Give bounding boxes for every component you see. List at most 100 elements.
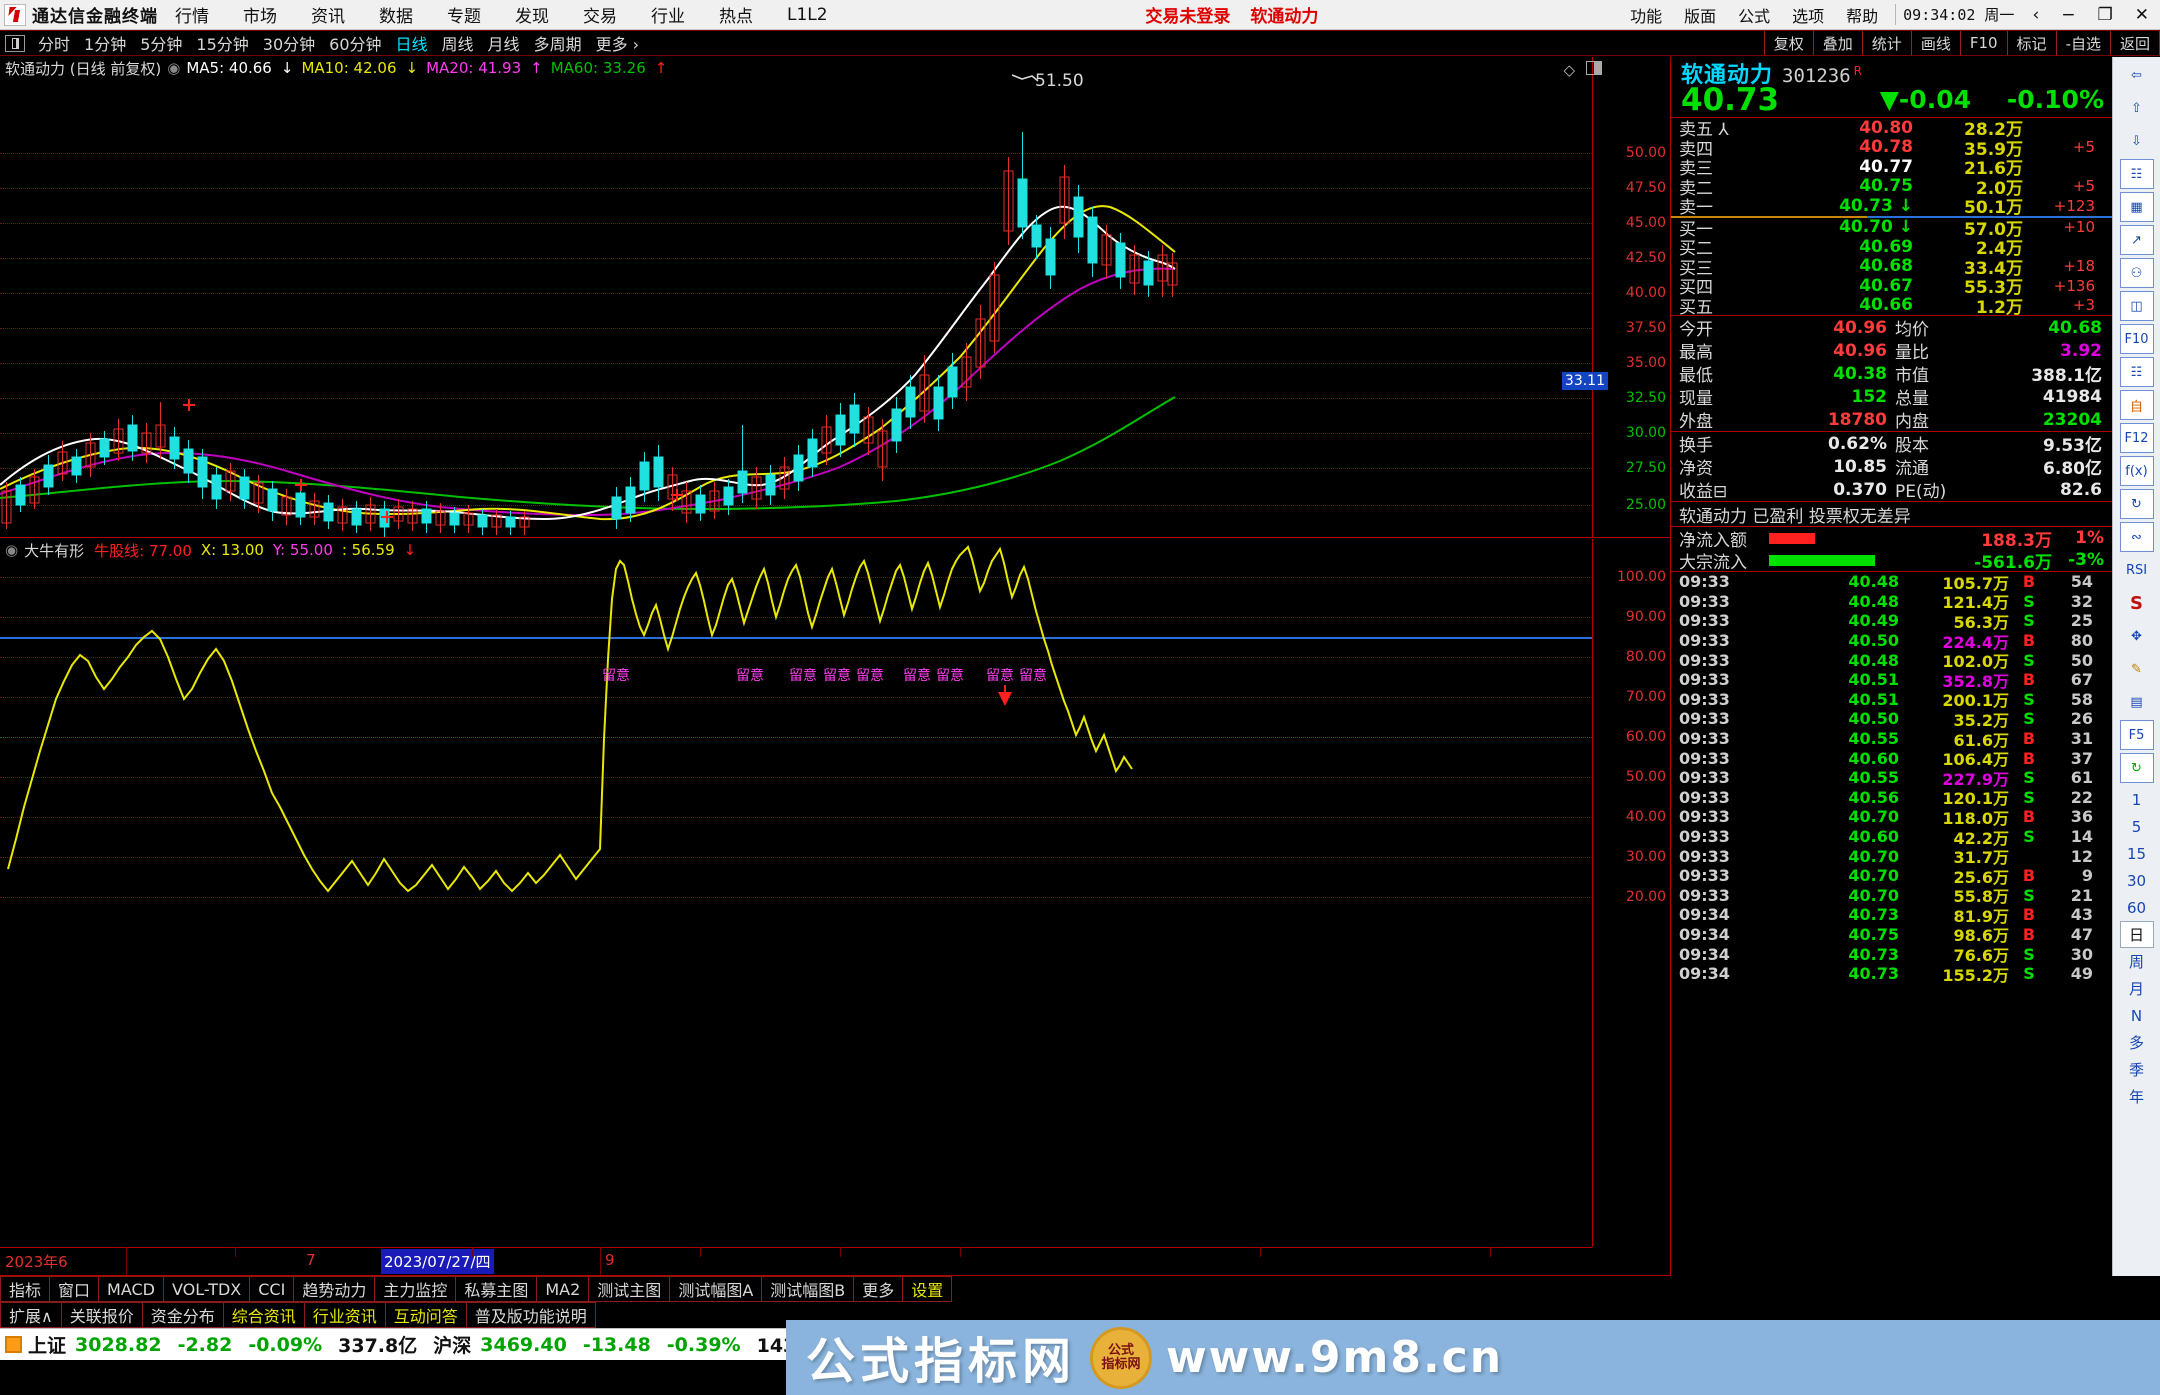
tick-row[interactable]: 09:33 40.70 55.8万 S 21 — [1671, 886, 2112, 907]
tick-row[interactable]: 09:34 40.73 81.9万 B 43 — [1671, 905, 2112, 926]
down-arrow-icon[interactable]: ⇩ — [2131, 133, 2142, 149]
menu-item-6[interactable]: 交易 — [583, 7, 617, 27]
rail-period-多[interactable]: 多 — [2128, 1034, 2144, 1052]
toolbar-btn-更多[interactable]: 更多 — [854, 1276, 904, 1302]
menu-item-7[interactable]: 行业 — [651, 7, 685, 27]
stock-shortcut[interactable]: 软通动力 — [1250, 7, 1319, 27]
toolbar-btn-行业资讯[interactable]: 行业资讯 — [304, 1302, 386, 1328]
toolbar-btn-扩展∧[interactable]: 扩展∧ — [0, 1302, 62, 1328]
tick-row[interactable]: 09:33 40.55 227.9万 S 61 — [1671, 768, 2112, 789]
menu-right-3[interactable]: 选项 — [1792, 6, 1825, 26]
move-icon[interactable]: ✥ — [2131, 628, 2142, 644]
up-arrow-icon[interactable]: ⇧ — [2131, 100, 2142, 116]
btn-fuquan[interactable]: 复权 — [1763, 31, 1813, 55]
menu-item-3[interactable]: 数据 — [379, 7, 413, 27]
rail-period-月[interactable]: 月 — [2128, 980, 2144, 998]
rail-period-60[interactable]: 60 — [2126, 898, 2147, 917]
menu-item-2[interactable]: 资讯 — [311, 7, 345, 27]
tick-row[interactable]: 09:33 40.49 56.3万 S 25 — [1671, 611, 2112, 632]
tick-row[interactable]: 09:33 40.56 120.1万 S 22 — [1671, 788, 2112, 809]
toolbar-btn-主力监控[interactable]: 主力监控 — [375, 1276, 457, 1302]
toolbar-btn-资金分布[interactable]: 资金分布 — [142, 1302, 224, 1328]
btn-f10[interactable]: F10 — [1959, 31, 2007, 55]
rail-period-日[interactable]: 日 — [2119, 921, 2154, 948]
rail-period-15[interactable]: 15 — [2126, 844, 2147, 863]
multi-window-icon[interactable]: ◫ — [2119, 291, 2154, 321]
toolbar-btn-VOL-TDX[interactable]: VOL-TDX — [164, 1276, 251, 1302]
auto-icon[interactable]: 自 — [2119, 390, 2154, 420]
window-minimize-icon[interactable]: − — [2061, 4, 2076, 25]
trend-line-icon[interactable]: ↗ — [2119, 225, 2154, 255]
f12-icon[interactable]: F12 — [2119, 423, 2154, 453]
period-multi[interactable]: 多周期 — [533, 35, 582, 54]
tick-row[interactable]: 09:33 40.60 42.2万 S 14 — [1671, 827, 2112, 848]
tick-row[interactable]: 09:33 40.55 61.6万 B 31 — [1671, 729, 2112, 750]
grid-icon[interactable]: ▤ — [2130, 694, 2143, 710]
btn-diejia[interactable]: 叠加 — [1812, 31, 1862, 55]
period-60min[interactable]: 60分钟 — [329, 35, 382, 54]
period-daily[interactable]: 日线 — [395, 35, 428, 54]
toolbar-btn-私募主图[interactable]: 私募主图 — [456, 1276, 538, 1302]
tick-row[interactable]: 09:33 40.48 121.4万 S 32 — [1671, 592, 2112, 613]
chevron-down-icon[interactable]: ◉ — [167, 59, 181, 77]
btn-huaxian[interactable]: 画线 — [1910, 31, 1960, 55]
tick-row[interactable]: 09:33 40.70 118.0万 B 36 — [1671, 807, 2112, 828]
formula-icon[interactable]: f(x) — [2119, 456, 2154, 486]
dual-chart-icon[interactable]: ∾ — [2119, 522, 2154, 552]
window-back-icon[interactable]: ‹ — [2032, 4, 2040, 25]
tick-row[interactable]: 09:33 40.51 200.1万 S 58 — [1671, 690, 2112, 711]
tick-row[interactable]: 09:33 40.50 35.2万 S 26 — [1671, 709, 2112, 730]
tick-row[interactable]: 09:33 40.70 31.7万 12 — [1671, 846, 2112, 868]
tick-row[interactable]: 09:33 40.50 224.4万 B 80 — [1671, 631, 2112, 652]
toolbar-btn-CCI[interactable]: CCI — [250, 1276, 295, 1302]
btn-zixuan[interactable]: -自选 — [2055, 31, 2110, 55]
bid-book[interactable]: 买一 40.70 ↓ 57.0万 +10 买二 40.69 2.4万 买三 40.68 33.… — [1671, 217, 2112, 318]
candles-icon[interactable]: ⚇ — [2119, 258, 2154, 288]
toolbar-btn-普及版功能说明[interactable]: 普及版功能说明 — [466, 1302, 596, 1328]
back-arrow-icon[interactable]: ⇦ — [2131, 67, 2142, 83]
period-monthly[interactable]: 月线 — [487, 35, 520, 54]
login-status[interactable]: 交易未登录 — [1145, 7, 1231, 27]
ask-book[interactable]: 卖五 ⅄ 40.80 28.2万 卖四 40.78 35.9万 +5 卖三 40.77 21.… — [1671, 118, 2112, 219]
toolbar-btn-测试主图[interactable]: 测试主图 — [589, 1276, 671, 1302]
menu-item-9[interactable]: L1L2 — [787, 4, 828, 25]
rail-period-年[interactable]: 年 — [2128, 1088, 2144, 1106]
btn-biaoji[interactable]: 标记 — [2006, 31, 2056, 55]
tree-view-icon[interactable]: ☷ — [2119, 357, 2154, 387]
period-30min[interactable]: 30分钟 — [262, 35, 316, 54]
period-more[interactable]: 更多 › — [595, 35, 640, 54]
tick-row[interactable]: 09:33 40.48 102.0万 S 50 — [1671, 650, 2112, 672]
btn-fanhui[interactable]: 返回 — [2109, 31, 2160, 55]
indicator-toolbar-row1[interactable]: 指标 窗口 MACD VOL-TDX CCI 趋势动力 主力监控 私募主图 MA2 测试主图 测试幅… — [0, 1276, 2160, 1302]
rail-period-季[interactable]: 季 — [2128, 1061, 2144, 1079]
period-5min[interactable]: 5分钟 — [140, 35, 183, 54]
menu-item-0[interactable]: 行情 — [175, 7, 209, 27]
menu-item-8[interactable]: 热点 — [719, 7, 753, 27]
status-tile-icon[interactable] — [5, 1336, 22, 1353]
tick-row[interactable]: 09:33 40.48 105.7万 B 54 — [1671, 572, 2112, 593]
toolbar-btn-综合资讯[interactable]: 综合资讯 — [223, 1302, 305, 1328]
indicator-chart[interactable]: ◉ 大牛有形 牛股线: 77.00 X: 13.00 Y: 55.00 : 56… — [0, 539, 1670, 1247]
rail-period-30[interactable]: 30 — [2126, 871, 2147, 890]
toolbar-btn-设置[interactable]: 设置 — [903, 1276, 953, 1302]
layout-toggle-icon[interactable] — [5, 34, 25, 52]
sync-icon[interactable]: ↻ — [2119, 753, 2154, 783]
toolbar-btn-趋势动力[interactable]: 趋势动力 — [294, 1276, 376, 1302]
window-close-icon[interactable]: ✕ — [2134, 4, 2149, 25]
tick-row[interactable]: 09:33 40.60 106.4万 B 37 — [1671, 748, 2112, 770]
toolbar-btn-指标[interactable]: 指标 — [0, 1276, 51, 1302]
tick-list[interactable]: 09:33 40.48 105.7万 B 54 09:33 40.48 121.4万 S 32 09… — [1671, 572, 2112, 985]
split-view-icon[interactable] — [1586, 61, 1602, 75]
rail-period-周[interactable]: 周 — [2128, 953, 2144, 971]
menu-item-4[interactable]: 专题 — [447, 7, 481, 27]
main-price-chart[interactable]: 软通动力 (日线 前复权) ◉ MA5: 40.66 ↓ MA10: 42.06 ↓… — [0, 57, 1670, 538]
rail-period-N[interactable]: N — [2130, 1006, 2143, 1025]
menu-right-2[interactable]: 公式 — [1738, 6, 1771, 26]
tick-row[interactable]: 09:34 40.73 76.6万 S 30 — [1671, 944, 2112, 966]
menu-right-0[interactable]: 功能 — [1630, 6, 1663, 26]
tick-row[interactable]: 09:34 40.73 155.2万 S 49 — [1671, 964, 2112, 985]
window-maximize-icon[interactable]: ❐ — [2097, 4, 2113, 25]
f10-icon[interactable]: F10 — [2119, 324, 2154, 354]
toolbar-btn-关联报价[interactable]: 关联报价 — [61, 1302, 143, 1328]
menu-item-5[interactable]: 发现 — [515, 7, 549, 27]
